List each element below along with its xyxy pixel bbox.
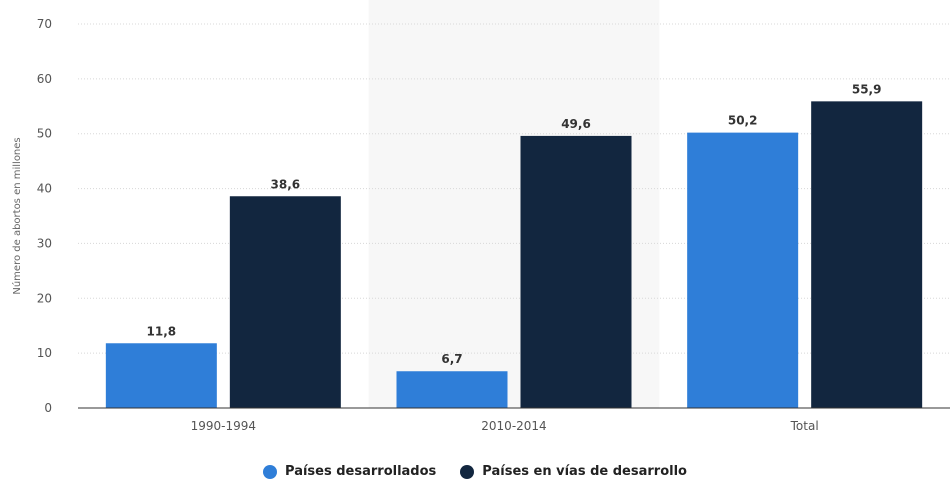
legend-dot-icon: [263, 464, 278, 479]
legend-item-developing[interactable]: Países en vías de desarrollo: [460, 464, 687, 479]
bars: [105, 101, 923, 409]
legend-item-developed[interactable]: Países desarrollados: [263, 464, 436, 479]
legend-label-developing: Países en vías de desarrollo: [482, 464, 687, 479]
y-tick-label: 30: [37, 236, 52, 250]
bar-developed: [396, 371, 508, 408]
y-tick-label: 10: [37, 346, 52, 360]
legend-label-developed: Países desarrollados: [285, 464, 437, 479]
bar-developed: [687, 132, 799, 409]
bar-developing: [229, 196, 341, 408]
y-tick-label: 50: [37, 127, 52, 141]
x-tick-label: 2010-2014: [481, 419, 546, 433]
bar-developing: [811, 101, 923, 408]
bar-developing: [520, 135, 632, 408]
data-labels: 11,8 38,6 6,7 49,6 50,2 55,9: [147, 82, 882, 366]
y-axis-ticks: 0 10 20 30 40 50 60 70: [37, 17, 52, 415]
legend-dot-icon: [460, 464, 475, 479]
y-tick-label: 70: [37, 17, 52, 31]
data-label: 55,9: [852, 82, 882, 96]
x-tick-label: 1990-1994: [191, 419, 256, 433]
bar-developed: [105, 343, 217, 408]
data-label: 6,7: [441, 352, 462, 366]
y-tick-label: 40: [37, 182, 52, 196]
data-label: 49,6: [561, 117, 591, 131]
data-label: 11,8: [147, 324, 177, 338]
y-axis-title: Número de abortos en millones: [11, 137, 23, 294]
x-axis-ticks: 1990-1994 2010-2014 Total: [191, 419, 819, 433]
legend: Países desarrollados Países en vías de d…: [0, 464, 950, 479]
x-tick-label: Total: [790, 419, 819, 433]
gridlines: [78, 23, 950, 354]
y-tick-label: 0: [44, 401, 52, 415]
data-label: 50,2: [728, 114, 758, 128]
y-tick-label: 60: [37, 72, 52, 86]
data-label: 38,6: [271, 177, 301, 191]
y-tick-label: 20: [37, 291, 52, 305]
